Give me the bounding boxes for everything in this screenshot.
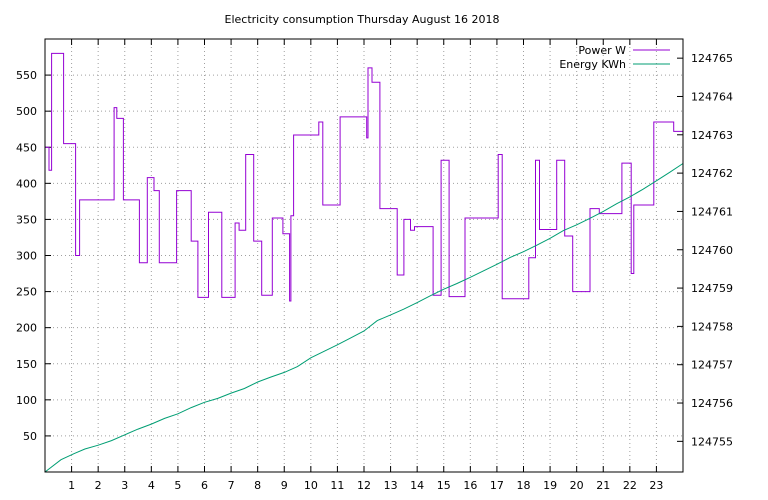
y-tick-label: 500 (16, 105, 37, 118)
legend-label: Energy KWh (559, 58, 626, 71)
y-tick-label: 150 (16, 358, 37, 371)
y-tick-label: 100 (16, 394, 37, 407)
y-tick-label: 350 (16, 213, 37, 226)
y-tick-label: 400 (16, 177, 37, 190)
x-tick-label: 10 (304, 479, 318, 492)
x-tick-label: 20 (570, 479, 584, 492)
y2-tick-label: 124761 (691, 205, 733, 218)
x-tick-label: 13 (384, 479, 398, 492)
x-tick-label: 19 (543, 479, 557, 492)
y-tick-label: 250 (16, 286, 37, 299)
y2-tick-label: 124757 (691, 359, 733, 372)
x-tick-label: 16 (463, 479, 477, 492)
y2-tick-label: 124762 (691, 167, 733, 180)
y2-tick-label: 124764 (691, 90, 733, 103)
x-tick-label: 5 (174, 479, 181, 492)
x-tick-label: 4 (148, 479, 155, 492)
y-tick-label: 300 (16, 250, 37, 263)
x-tick-label: 12 (357, 479, 371, 492)
grid (45, 39, 683, 472)
x-tick-label: 22 (623, 479, 637, 492)
x-tick-label: 17 (490, 479, 504, 492)
series-group (44, 52, 684, 473)
x-tick-label: 9 (281, 479, 288, 492)
y-axis-right: 124755 124756 124757 124758 124759 124760 1247… (677, 52, 733, 448)
y2-tick-label: 124756 (691, 397, 733, 410)
y-tick-label: 450 (16, 141, 37, 154)
y-tick-label: 50 (23, 430, 37, 443)
y-tick-label: 200 (16, 322, 37, 335)
y-axis-left: 50 100 150 200 250 300 350 400 450 500 550 (16, 69, 51, 443)
x-tick-label: 23 (649, 479, 663, 492)
x-tick-label: 14 (410, 479, 424, 492)
x-tick-label: 6 (201, 479, 208, 492)
y2-tick-label: 124755 (691, 435, 733, 448)
series-line-power (45, 52, 683, 302)
y2-tick-label: 124758 (691, 320, 733, 333)
x-tick-label: 1 (68, 479, 75, 492)
x-tick-label: 21 (596, 479, 610, 492)
plot-frame (44, 38, 684, 473)
x-axis: 1 2 3 4 5 6 7 8 9 10 11 12 13 14 15 16 17 18 19 20 21 22 23 (68, 39, 663, 492)
y2-tick-label: 124760 (691, 244, 733, 257)
x-tick-label: 3 (121, 479, 128, 492)
legend-label: Power W (578, 44, 626, 57)
y2-tick-label: 124759 (691, 282, 733, 295)
y-tick-label: 550 (16, 69, 37, 82)
x-tick-label: 8 (254, 479, 261, 492)
series-line-energy (44, 163, 684, 473)
y2-tick-label: 124763 (691, 129, 733, 142)
x-tick-label: 2 (95, 479, 102, 492)
x-tick-label: 7 (228, 479, 235, 492)
x-tick-label: 18 (517, 479, 531, 492)
x-tick-label: 11 (330, 479, 344, 492)
chart-title: Electricity consumption Thursday August … (225, 13, 500, 26)
x-tick-label: 15 (437, 479, 451, 492)
y2-tick-label: 124765 (691, 52, 733, 65)
